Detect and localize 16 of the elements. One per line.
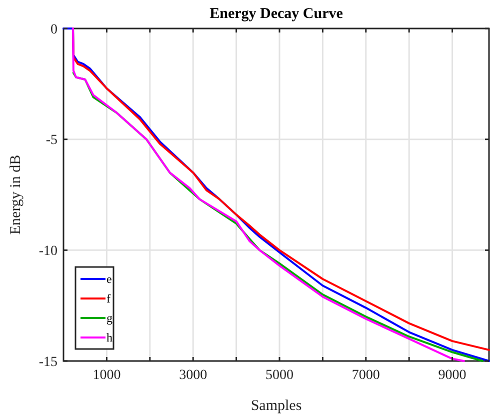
x-tick-label: 7000 <box>352 368 380 383</box>
y-axis-title: Energy in dB <box>8 154 24 235</box>
y-tick-label: -10 <box>38 244 58 260</box>
legend-label: g <box>106 311 112 326</box>
x-tick-label: 1000 <box>92 368 121 383</box>
y-tick-label: 0 <box>50 22 58 38</box>
y-tick-label: -5 <box>46 133 58 148</box>
legend-label: e <box>106 272 112 286</box>
chart-title: Energy Decay Curve <box>210 6 344 22</box>
y-tick-label: -15 <box>38 354 58 370</box>
x-tick-label: 9000 <box>438 368 466 383</box>
x-tick-label: 3000 <box>179 368 208 383</box>
x-axis-title: Samples <box>250 398 302 414</box>
legend-label: h <box>106 330 112 345</box>
x-tick-label: 5000 <box>265 368 294 383</box>
legend-label: f <box>106 292 110 306</box>
